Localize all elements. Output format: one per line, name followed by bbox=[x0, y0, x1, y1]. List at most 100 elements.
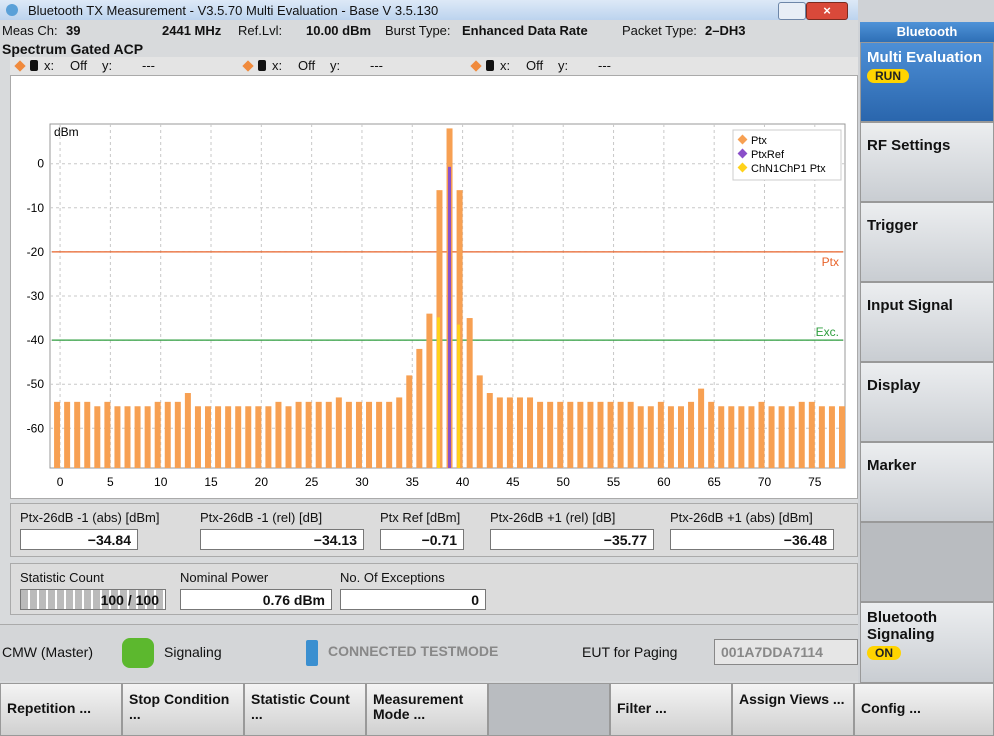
x-tick-label: 35 bbox=[406, 475, 420, 489]
master-label: CMW (Master) bbox=[2, 644, 93, 660]
bar bbox=[54, 401, 61, 468]
bar bbox=[225, 406, 232, 468]
result-value: −34.84 bbox=[20, 529, 138, 550]
x-tick-label: 20 bbox=[255, 475, 269, 489]
sidebar-button[interactable]: Multi Evaluation RUN bbox=[860, 42, 994, 122]
sidebar-button[interactable]: RF Settings bbox=[860, 122, 994, 202]
sidebar-header: Bluetooth bbox=[860, 22, 994, 42]
y-axis-label: dBm bbox=[54, 125, 79, 139]
meas-ch-label: Meas Ch: bbox=[2, 23, 58, 38]
bar bbox=[184, 393, 191, 468]
bar bbox=[708, 401, 715, 468]
pill: ON bbox=[867, 646, 901, 660]
softkey[interactable]: Statistic Count ... bbox=[244, 683, 366, 736]
signaling-label: Signaling bbox=[164, 644, 222, 660]
x-tick-label: 25 bbox=[305, 475, 319, 489]
result-label: Ptx-26dB -1 (rel) [dB] bbox=[200, 510, 323, 525]
bar bbox=[285, 406, 292, 468]
bar bbox=[448, 166, 452, 468]
bar bbox=[275, 401, 282, 468]
bar bbox=[335, 397, 342, 468]
sidebar-empty bbox=[860, 522, 994, 602]
bar bbox=[788, 406, 795, 468]
bar bbox=[506, 397, 513, 468]
marker-y-label: y: bbox=[102, 58, 113, 73]
marker-y-label: y: bbox=[330, 58, 341, 73]
bar bbox=[486, 393, 493, 468]
bar bbox=[265, 406, 272, 468]
ref-lvl-label: Ref.Lvl: bbox=[238, 23, 283, 38]
marker-x: Off bbox=[526, 58, 544, 73]
limit-label: Exc. bbox=[816, 325, 839, 339]
softkey[interactable]: Config ... bbox=[854, 683, 994, 736]
bar bbox=[698, 388, 705, 468]
sidebar-button[interactable]: Bluetooth Signaling ON bbox=[860, 602, 994, 683]
legend-box bbox=[732, 129, 842, 181]
softkey[interactable]: Assign Views ... bbox=[732, 683, 854, 736]
sidebar-button[interactable]: Marker bbox=[860, 442, 994, 522]
bar bbox=[144, 406, 151, 468]
softkey[interactable]: Stop Condition ... bbox=[122, 683, 244, 736]
x-tick-label: 50 bbox=[557, 475, 571, 489]
statistic-label: Nominal Power bbox=[180, 570, 269, 585]
bar bbox=[718, 406, 725, 468]
bar bbox=[104, 401, 111, 468]
bar bbox=[64, 401, 71, 468]
bar bbox=[839, 406, 845, 468]
x-tick-label: 65 bbox=[707, 475, 721, 489]
result-label: Ptx-26dB +1 (rel) [dB] bbox=[490, 510, 616, 525]
sidebar-button[interactable]: Display bbox=[860, 362, 994, 442]
eut-label: EUT for Paging bbox=[582, 644, 678, 660]
bar bbox=[607, 401, 614, 468]
bar bbox=[466, 318, 473, 468]
bar bbox=[416, 348, 423, 468]
x-tick-label: 45 bbox=[506, 475, 520, 489]
bar bbox=[215, 406, 222, 468]
bar bbox=[436, 317, 440, 468]
bar bbox=[476, 375, 483, 468]
bar bbox=[194, 406, 201, 468]
burst-type: Enhanced Data Rate bbox=[462, 23, 588, 38]
bar bbox=[305, 401, 312, 468]
bar bbox=[748, 406, 755, 468]
bar bbox=[235, 406, 242, 468]
bar bbox=[114, 406, 121, 468]
sidebar-button[interactable]: Trigger bbox=[860, 202, 994, 282]
y-tick-label: 0 bbox=[37, 157, 44, 171]
bar bbox=[828, 406, 835, 468]
x-tick-label: 0 bbox=[57, 475, 64, 489]
bar bbox=[557, 401, 564, 468]
statistic-value: 0.76 dBm bbox=[180, 589, 332, 610]
marker-row bbox=[10, 57, 858, 75]
bar bbox=[617, 401, 624, 468]
bar bbox=[738, 406, 745, 468]
x-tick-label: 10 bbox=[154, 475, 168, 489]
bar bbox=[315, 401, 322, 468]
bar bbox=[94, 406, 101, 468]
ref-lvl: 10.00 dBm bbox=[306, 23, 372, 38]
limit-label: Ptx bbox=[822, 255, 839, 269]
marker-icon bbox=[258, 60, 266, 71]
pill: RUN bbox=[867, 69, 909, 83]
softkey[interactable]: Measurement Mode ... bbox=[366, 683, 488, 736]
frequency: 2441 MHz bbox=[162, 23, 222, 38]
bar bbox=[355, 401, 362, 468]
minimize-button[interactable] bbox=[778, 2, 806, 20]
marker-x-label: x: bbox=[500, 58, 511, 73]
connection-icon bbox=[306, 640, 318, 666]
bar bbox=[496, 397, 503, 468]
bar bbox=[537, 401, 544, 468]
sidebar-button[interactable]: Input Signal bbox=[860, 282, 994, 362]
marker-x-label: x: bbox=[272, 58, 283, 73]
softkey[interactable]: Repetition ... bbox=[0, 683, 122, 736]
bar bbox=[376, 401, 383, 468]
softkey[interactable]: Filter ... bbox=[610, 683, 732, 736]
bar bbox=[164, 401, 171, 468]
result-value: −35.77 bbox=[490, 529, 654, 550]
app-icon bbox=[6, 4, 18, 16]
marker-x: Off bbox=[70, 58, 88, 73]
eut-field[interactable]: 001A7DDA7114 bbox=[714, 639, 858, 665]
sidebar-button-label: Input Signal bbox=[867, 297, 953, 314]
close-button[interactable]: × bbox=[806, 2, 848, 20]
bar bbox=[154, 401, 161, 468]
